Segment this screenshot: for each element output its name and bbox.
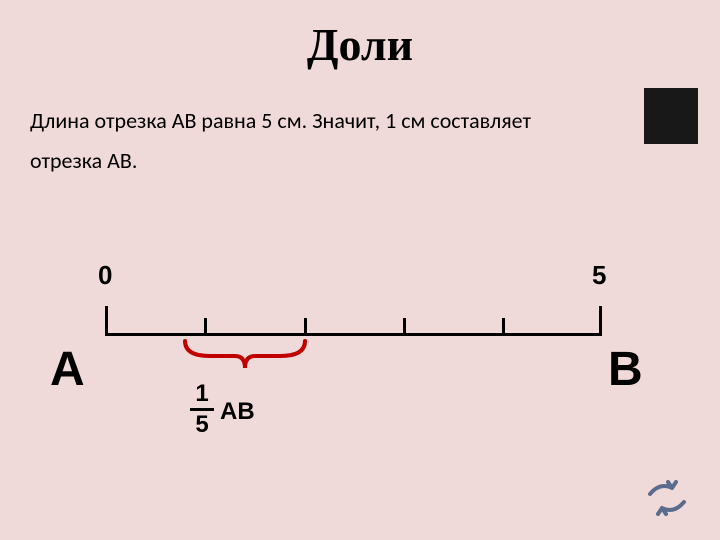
ruler-tick <box>204 318 207 336</box>
fraction-display: 1 5 <box>190 382 214 437</box>
fraction-blank-box <box>644 88 698 144</box>
segment-diagram: 0 5 A B 1 5 AB <box>0 260 720 480</box>
page-title: Доли <box>0 0 720 71</box>
body-line-1: Длина отрезка АВ равна 5 см. Значит, 1 с… <box>30 107 531 134</box>
body-line-2: отрезка АВ. <box>30 147 137 174</box>
ruler-tick <box>105 306 108 336</box>
brace-icon <box>180 338 310 376</box>
point-A-label: A <box>50 342 83 397</box>
body-text: Длина отрезка АВ равна 5 см. Значит, 1 с… <box>0 71 720 180</box>
fraction-numerator: 1 <box>190 382 214 406</box>
ruler-tick <box>599 306 602 336</box>
return-icon[interactable] <box>642 478 692 518</box>
ruler-tick <box>403 318 406 336</box>
ruler-label-5: 5 <box>592 260 606 291</box>
fraction-label-AB: AB <box>220 398 255 426</box>
ruler <box>105 296 602 336</box>
point-B-label: B <box>608 342 641 397</box>
ruler-baseline <box>105 333 602 336</box>
ruler-label-0: 0 <box>98 260 112 291</box>
ruler-tick <box>304 318 307 336</box>
fraction-denominator: 5 <box>190 413 214 437</box>
ruler-tick <box>502 318 505 336</box>
